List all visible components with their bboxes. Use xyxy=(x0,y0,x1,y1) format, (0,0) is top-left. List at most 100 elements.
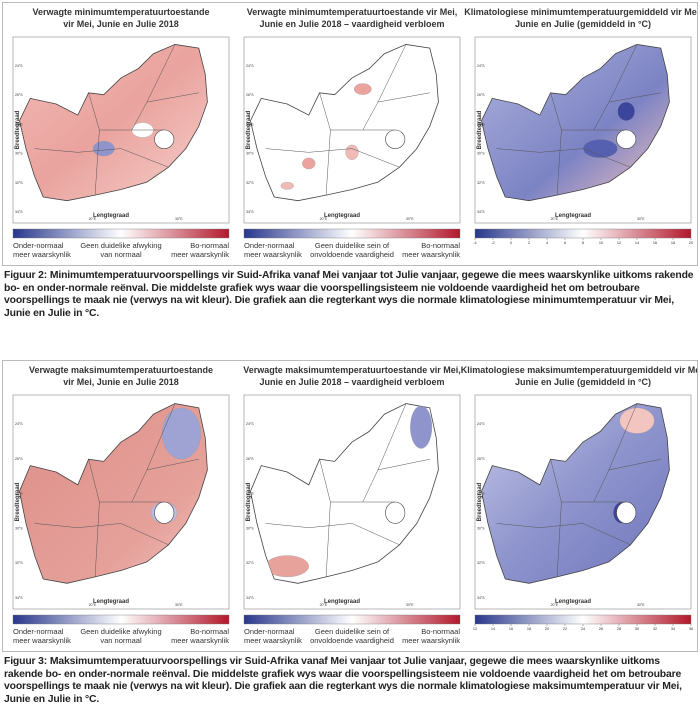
lesotho xyxy=(154,129,175,149)
legend-label: Geen duidelike sein of xyxy=(315,627,390,636)
legend-label: Bo-normaal xyxy=(190,627,229,636)
lat-tick-label: 32°S xyxy=(477,561,485,565)
lat-tick-label: 32°S xyxy=(477,181,485,185)
colorbar-tick-label: 0 xyxy=(510,241,512,245)
province-border xyxy=(608,92,661,103)
colorbar-tick-label: 36 xyxy=(689,627,693,631)
map-title: Klimatologiese minimumtemperatuurgemidde… xyxy=(464,7,697,17)
colorbar-tick-label: 20 xyxy=(545,627,549,631)
lat-tick-label: 34°S xyxy=(477,210,485,214)
map-title: vir Mei, Junie en Julie 2018 xyxy=(63,377,179,387)
country-shape xyxy=(250,403,439,584)
lat-tick-label: 30°S xyxy=(246,152,254,156)
province-border xyxy=(608,458,661,471)
legend-label: Geen duidelike afwyking xyxy=(80,241,161,250)
colorbar-tick-label: 28 xyxy=(617,627,621,631)
field-blob xyxy=(345,144,359,160)
colorbar-tick-label: -4 xyxy=(473,241,476,245)
lat-tick-label: 34°S xyxy=(246,210,254,214)
lesotho xyxy=(385,129,406,149)
y-axis-label: Breedtegraad xyxy=(477,482,483,521)
country-shape xyxy=(19,403,208,584)
legend-label: Geen duidelike sein of xyxy=(315,241,390,250)
legend-label: meer waarskynlik xyxy=(13,250,71,259)
caption-text: Maksimumtemperatuurvoorspellings vir Sui… xyxy=(4,656,682,705)
y-axis-label: Breedtegraad xyxy=(15,482,21,521)
field-blob xyxy=(302,157,316,170)
map-title: Verwagte minimumtemperatuurtoestande xyxy=(32,7,209,17)
y-axis-label: Breedtegraad xyxy=(15,110,21,149)
lat-tick-label: 24°S xyxy=(477,422,485,426)
lat-tick-label: 26°S xyxy=(246,457,254,461)
lat-tick-label: 30°S xyxy=(477,526,485,530)
province-border xyxy=(496,148,631,168)
colorbar-tick-label: 16 xyxy=(509,627,513,631)
colorbar-tick-label: 6 xyxy=(564,241,566,245)
lon-tick-label: 30°E xyxy=(175,217,183,221)
map-title: Klimatologiese maksimumtemperatuurgemidd… xyxy=(461,365,697,375)
lat-tick-label: 30°S xyxy=(15,152,23,156)
lat-tick-label: 26°S xyxy=(477,457,485,461)
lat-tick-label: 28°S xyxy=(477,122,485,126)
colorbar-tick-label: 18 xyxy=(527,627,531,631)
colorbar-tick-label: 22 xyxy=(563,627,567,631)
colorbar xyxy=(474,614,692,625)
map-title: Junie en Julie 2018 – vaardigheid verblo… xyxy=(259,377,444,387)
lat-tick-label: 26°S xyxy=(246,93,254,97)
lon-tick-label: 20°E xyxy=(320,603,328,607)
legend-label: meer waarskynlik xyxy=(402,636,460,645)
y-axis-label: Breedtegraad xyxy=(246,482,252,521)
caption-label: Figuur 2: xyxy=(4,270,48,281)
x-axis-label: Lengtegraad xyxy=(555,599,591,605)
field-blob xyxy=(619,407,655,434)
colorbar-tick-label: 30 xyxy=(635,627,639,631)
province-border xyxy=(377,92,430,103)
legend-label: Bo-normaal xyxy=(421,627,460,636)
caption-label: Figuur 3: xyxy=(4,656,48,667)
colorbar-tick-label: 12 xyxy=(617,241,621,245)
x-axis-label: Lengtegraad xyxy=(93,213,129,219)
map-title: Verwagte maksimumtemperatuurtoestande xyxy=(29,365,213,375)
country-shape xyxy=(481,44,670,202)
lat-tick-label: 32°S xyxy=(246,181,254,185)
colorbar-tick-label: 8 xyxy=(582,241,584,245)
colorbar-tick-label: 24 xyxy=(581,627,585,631)
lat-tick-label: 26°S xyxy=(477,93,485,97)
country-shape xyxy=(250,44,439,202)
lesotho xyxy=(616,501,637,524)
colorbar xyxy=(474,228,692,239)
lat-tick-label: 24°S xyxy=(246,422,254,426)
figure: Verwagte minimumtemperatuurtoestande vir … xyxy=(12,7,700,259)
x-axis-label: Lengtegraad xyxy=(93,599,129,605)
y-axis-label: Breedtegraad xyxy=(477,110,483,149)
map-title: Junie en Julie (gemiddeld in °C) xyxy=(515,19,651,29)
legend-label: meer waarskynlik xyxy=(171,636,229,645)
colorbar xyxy=(12,228,230,239)
lon-tick-label: 30°E xyxy=(406,603,414,607)
field-blob xyxy=(92,141,115,157)
country-shape xyxy=(19,44,208,202)
colorbar-tick-label: 10 xyxy=(599,241,603,245)
field-blobs xyxy=(582,101,635,159)
map-title: Junie en Julie (gemiddeld in °C) xyxy=(515,377,651,387)
figure-panel: Verwagte minimumtemperatuurtoestande vir … xyxy=(2,2,700,266)
x-axis-label: Lengtegraad xyxy=(555,213,591,219)
colorbar xyxy=(243,228,461,239)
map-title: Junie en Julie 2018 – vaardigheid verblo… xyxy=(259,19,444,29)
lon-tick-label: 20°E xyxy=(551,603,559,607)
lesotho xyxy=(616,129,637,149)
province-border xyxy=(556,501,562,577)
lat-tick-label: 26°S xyxy=(15,93,23,97)
legend-label: meer waarskynlik xyxy=(13,636,71,645)
colorbar-tick-label: 2 xyxy=(528,241,530,245)
legend-label: meer waarskynlik xyxy=(244,636,302,645)
lat-tick-label: 24°S xyxy=(15,64,23,68)
colorbar-tick-label: 12 xyxy=(473,627,477,631)
colorbar-tick-label: -2 xyxy=(491,241,494,245)
y-axis-label: Breedtegraad xyxy=(246,110,252,149)
lat-tick-label: 24°S xyxy=(477,64,485,68)
province-border xyxy=(496,523,631,546)
figure: Verwagte maksimumtemperatuurtoestande vir… xyxy=(12,365,700,645)
lon-tick-label: 20°E xyxy=(320,217,328,221)
